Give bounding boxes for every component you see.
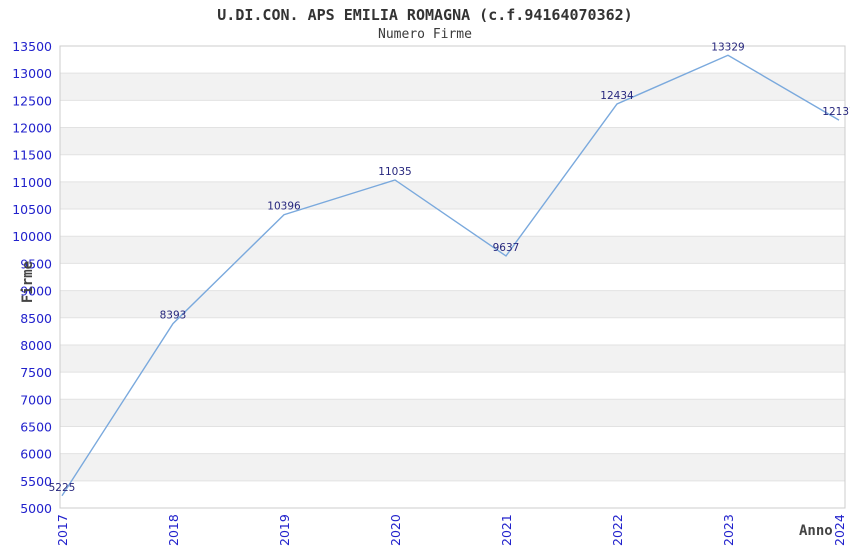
x-tick-label: 2019 [277, 514, 292, 546]
x-tick-label: 2021 [499, 514, 514, 546]
y-tick-label: 6000 [20, 447, 52, 462]
y-tick-label: 5000 [20, 501, 52, 516]
point-label: 10396 [267, 201, 301, 213]
point-label: 8393 [160, 310, 187, 322]
y-tick-label: 8500 [20, 311, 52, 326]
y-tick-label: 8000 [20, 338, 52, 353]
y-tick-label: 12000 [12, 121, 52, 136]
grid-band [60, 399, 845, 427]
y-tick-label: 12500 [12, 93, 52, 108]
chart-title: U.DI.CON. APS EMILIA ROMAGNA (c.f.941640… [217, 6, 633, 24]
x-tick-label: 2018 [166, 514, 181, 546]
point-label: 11035 [378, 166, 411, 178]
y-tick-label: 9000 [20, 284, 52, 299]
point-label: 13329 [711, 41, 744, 53]
x-tick-label: 2017 [55, 514, 70, 546]
y-tick-label: 10000 [12, 229, 52, 244]
grid-band [60, 236, 845, 264]
point-label: 9637 [493, 242, 520, 254]
chart-subtitle: Numero Firme [378, 27, 472, 42]
grid-band [60, 181, 845, 210]
grid-band [60, 127, 845, 155]
y-tick-label: 10500 [12, 202, 52, 217]
y-tick-label: 7500 [20, 365, 52, 380]
plot-border [59, 45, 846, 509]
x-tick-label: 2024 [832, 514, 847, 546]
y-tick-label: 13000 [12, 66, 52, 81]
point-label: 5225 [49, 482, 76, 494]
point-label: 12434 [600, 90, 634, 102]
grid-band [60, 73, 845, 101]
y-tick-label: 13500 [12, 39, 52, 54]
grid-band [60, 290, 845, 318]
data-line-numero-firme [61, 54, 840, 497]
x-tick-label: 2023 [721, 514, 736, 546]
y-tick-label: 11000 [12, 175, 52, 190]
x-tick-label: 2020 [388, 514, 403, 546]
y-tick-label: 9500 [20, 256, 52, 271]
x-tick-label: 2022 [610, 514, 625, 546]
y-tick-label: 5500 [20, 474, 52, 489]
y-tick-label: 6500 [20, 419, 52, 434]
grid-band [60, 453, 845, 481]
x-axis-title: Anno [799, 523, 833, 539]
y-axis-title: Firme [20, 260, 36, 304]
grid-band [60, 344, 845, 373]
y-tick-label: 7000 [20, 392, 52, 407]
y-tick-label: 11500 [12, 148, 52, 163]
point-label: 12137 [822, 106, 850, 118]
